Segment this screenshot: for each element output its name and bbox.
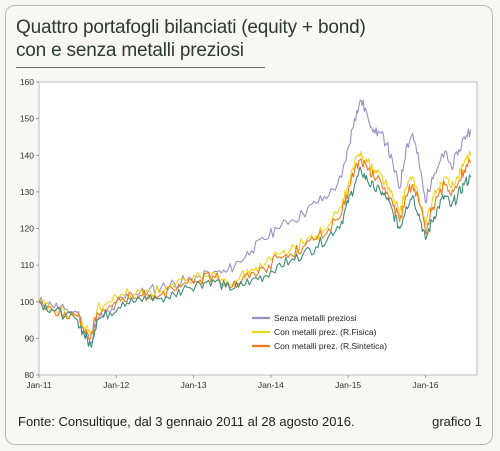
x-tick-label: Jan-15: [335, 380, 361, 390]
x-tick-label: Jan-13: [181, 380, 207, 390]
x-axis: Jan-11 Jan-12 Jan-13 Jan-14 Jan-15 Jan-16: [26, 375, 439, 390]
series-layer: [38, 99, 472, 348]
legend: Senza metalli preziosi Con metalli prez. …: [252, 313, 387, 351]
y-tick-label: 120: [20, 224, 34, 234]
y-tick-label: 150: [20, 114, 34, 124]
series-line: [38, 166, 472, 348]
source-note: Fonte: Consultique, dal 3 gennaio 2011 a…: [18, 414, 355, 429]
title-underline: [16, 67, 265, 68]
x-tick-label: Jan-14: [258, 380, 284, 390]
y-tick-label: 130: [20, 187, 34, 197]
y-tick-label: 110: [20, 260, 34, 270]
y-tick-label: 90: [25, 333, 35, 343]
series-line: [38, 99, 472, 345]
x-tick-label: Jan-12: [103, 380, 129, 390]
figure-label: grafico 1: [432, 414, 482, 429]
y-tick-label: 80: [25, 370, 35, 380]
series-line: [38, 150, 472, 336]
legend-entry: Con metalli prez. (R.Sintetica): [274, 341, 387, 351]
chart-title: Quattro portafogli bilanciati (equity + …: [16, 16, 366, 62]
x-tick-label: Jan-11: [26, 380, 52, 390]
y-tick-label: 140: [20, 150, 34, 160]
legend-entry: Senza metalli preziosi: [274, 313, 357, 323]
chart-title-line1: Quattro portafogli bilanciati (equity + …: [16, 17, 366, 38]
y-axis: 80 90 100 110 120 130 140 150 160: [20, 77, 39, 380]
series-line: [38, 158, 472, 341]
y-tick-label: 100: [20, 297, 34, 307]
legend-entry: Con metalli prez. (R.Fisica): [274, 327, 377, 337]
x-tick-label: Jan-16: [412, 380, 438, 390]
y-tick-label: 160: [20, 77, 34, 87]
chart-title-line2: con e senza metalli preziosi: [16, 40, 244, 61]
